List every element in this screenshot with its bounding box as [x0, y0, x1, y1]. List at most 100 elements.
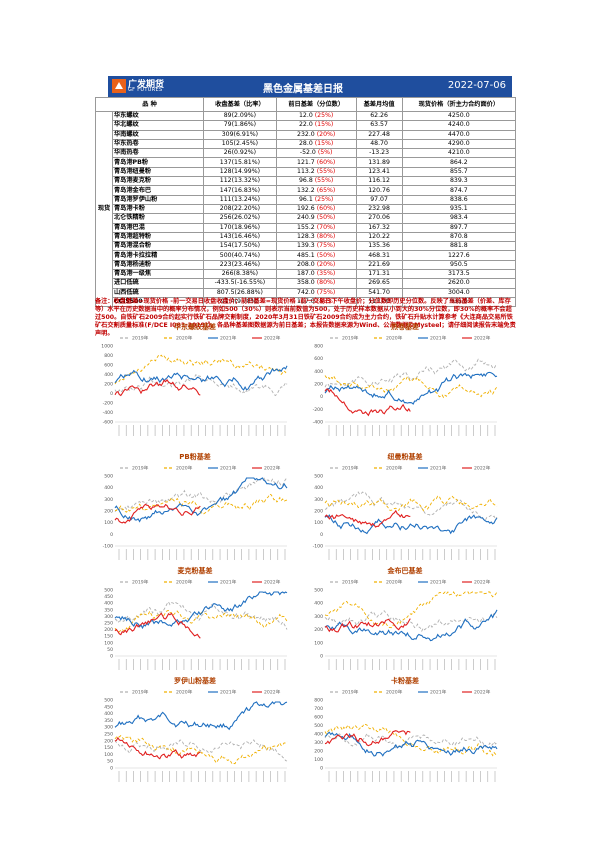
table-row: 青岛港麦克粉 112(13.32%) 96.8 (55%) 116.12 839.3: [96, 176, 517, 187]
legend-label: 2020年: [176, 335, 193, 342]
close-basis: 111(13.24%): [203, 194, 277, 205]
month-mean: 120.22: [355, 231, 403, 243]
prev-basis-value: 139.3: [297, 242, 315, 250]
prev-basis-percentile: (50%): [316, 214, 336, 222]
legend-label: 2021年: [220, 689, 237, 696]
legend-label: 2021年: [430, 579, 447, 586]
month-mean: 221.69: [355, 259, 403, 271]
legend-label: 2022年: [474, 579, 491, 586]
series-line: [324, 358, 498, 388]
y-tick-label: 150: [104, 745, 113, 751]
close-basis: 309(6.91%): [203, 129, 277, 140]
y-tick-label: 100: [314, 640, 323, 646]
prev-basis: 240.9 (50%): [275, 213, 357, 224]
spot-price: 3173.5: [401, 269, 517, 280]
variety-name: CCI5500: [112, 296, 204, 308]
variety-name: 青岛港卡粉: [112, 203, 204, 215]
basis-chart: PB粉基差 2019年 2020年 2021年 2022年 500 400 300 200 100…: [95, 452, 295, 566]
month-mean: 120.76: [355, 185, 403, 196]
series-line: [114, 601, 288, 630]
prev-basis: 208.0 (20%): [275, 259, 357, 271]
prev-basis-percentile: (15%): [314, 140, 334, 148]
legend-label: 2021年: [220, 579, 237, 586]
close-basis: 128(14.99%): [203, 166, 277, 178]
legend-label: 2021年: [220, 465, 237, 472]
series-line: [114, 378, 201, 397]
close-basis: 170(18.96%): [203, 222, 277, 233]
basis-chart: 纽曼粉基差 2019年 2020年 2021年 2022年 500 400 300 200 100…: [305, 452, 505, 566]
table-row: 青岛港PB粉 137(15.81%) 121.7 (60%) 131.89 864.2: [96, 157, 517, 168]
chart-plot: 2019年 2020年 2021年 2022年 800 600 400 200 0 -200 -40…: [313, 335, 498, 436]
legend-label: 2022年: [264, 689, 281, 696]
y-tick-label: 600: [314, 715, 323, 721]
month-mean: 97.07: [355, 194, 403, 205]
month-mean: 269.65: [355, 278, 403, 289]
y-tick-label: 100: [314, 520, 323, 526]
variety-name: 青岛港一级焦: [112, 269, 204, 280]
legend-label: 2019年: [342, 579, 359, 586]
table-row: 青岛港一级焦 266(8.38%) 187.0 (35%) 171.31 3173.5: [96, 269, 517, 280]
header-month-mean: 基差月均值: [355, 97, 403, 112]
report-title: 黑色金属基差日报: [263, 84, 343, 95]
prev-basis: 485.1 (50%): [275, 250, 357, 261]
y-tick-label: 800: [314, 698, 323, 704]
legend-label: 2022年: [474, 335, 491, 342]
table-row: 华北螺纹 79(1.86%) 22.0 (15%) 63.57 4240.0: [96, 120, 517, 131]
series-line: [114, 373, 288, 397]
prev-basis-percentile: (75%): [316, 242, 336, 250]
footnote: 备注：收盘基差=现货价格 -前一交易日收盘收盘价；前日基差=现货价格 -前一交易…: [95, 298, 516, 337]
prev-basis-percentile: (15%): [314, 121, 334, 129]
series-line: [324, 371, 498, 405]
legend-label: 2019年: [342, 335, 359, 342]
prev-basis: 742.0 (75%): [275, 287, 357, 298]
legend-label: 2021年: [220, 335, 237, 342]
spot-price: 897.7: [401, 222, 517, 233]
variety-name: 青岛港PB粉: [112, 157, 204, 168]
legend-label: 2020年: [386, 335, 403, 342]
chart-plot: 2019年 2020年 2021年 2022年50045040035030025020…: [104, 689, 288, 782]
y-tick-label: 100: [104, 640, 113, 646]
spot-price: 874.7: [401, 185, 517, 196]
table-row: 青岛港卡粉 208(22.20%) 192.6 (60%) 232.98 935.1: [96, 203, 517, 215]
header-prev-basis: 前日基差（分位数）: [275, 97, 357, 112]
y-tick-label: 300: [314, 614, 323, 620]
legend-label: 2022年: [474, 465, 491, 472]
legend-label: 2020年: [386, 465, 403, 472]
prev-basis: 232.0 (20%): [275, 129, 357, 140]
header-close-basis: 收盘基差（比率）: [203, 97, 277, 112]
y-tick-label: 800: [314, 344, 323, 350]
prev-basis-percentile: (5%): [317, 149, 333, 157]
month-mean: 171.31: [355, 269, 403, 280]
y-tick-label: 300: [104, 497, 113, 503]
series-line: [114, 365, 288, 391]
y-tick-label: 500: [104, 698, 113, 704]
table-row: 青岛港杨迪粉 223(23.46%) 208.0 (20%) 221.69 950.5: [96, 259, 517, 271]
report-header: 黑色金属基差日报 2022-07-06: [108, 76, 512, 97]
series-line: [324, 491, 498, 521]
table-row: 青岛港巴混 170(18.96%) 155.2 (70%) 167.32 897.7: [96, 222, 517, 233]
spot-price: 4250.0: [401, 110, 517, 122]
legend-label: 2019年: [132, 689, 149, 696]
spot-price: 950.5: [401, 259, 517, 271]
series-line: [114, 701, 288, 731]
spot-price: 2620.0: [401, 278, 517, 289]
table-row: 北仑铁精粉 256(26.02%) 240.9 (50%) 270.06 983.4: [96, 213, 517, 224]
series-line: [324, 388, 411, 417]
y-tick-label: 450: [104, 594, 113, 600]
close-basis: 500(40.74%): [203, 250, 277, 261]
variety-name: 进口低硫: [112, 278, 204, 289]
prev-basis-value: 121.7: [297, 158, 315, 166]
basis-chart: 麦克粉基差 2019年 2020年 2021年 2022年 500 450 400 350 300…: [95, 566, 295, 676]
y-tick-label: -400: [313, 420, 324, 426]
y-tick-label: 500: [314, 723, 323, 729]
chart-title: 罗伊山粉基差: [174, 677, 216, 685]
chart-title: 麦克粉基差: [177, 567, 213, 575]
basis-chart: 热卷基差 2019年 2020年 2021年 2022年 800 600 400 200 0 -20…: [305, 322, 505, 442]
series-line: [114, 734, 288, 765]
prev-basis: 128.3 (80%): [275, 231, 357, 243]
legend-label: 2019年: [342, 465, 359, 472]
prev-basis-percentile: (60%): [316, 158, 336, 166]
prev-basis-value: 155.2: [297, 223, 315, 231]
variety-name: 华东热卷: [112, 138, 204, 150]
prev-basis-percentile: (50%): [316, 251, 336, 259]
